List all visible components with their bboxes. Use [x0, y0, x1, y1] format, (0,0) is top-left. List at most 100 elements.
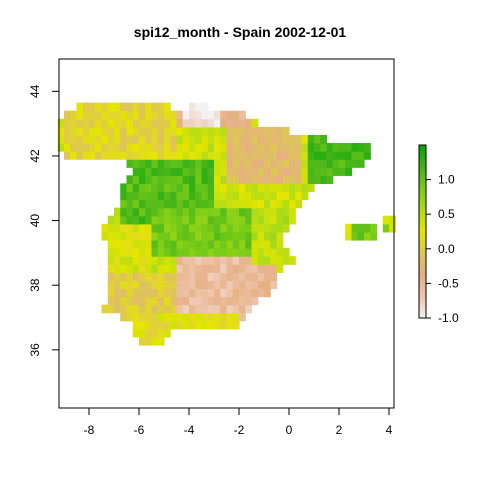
grid-cell: [114, 231, 121, 241]
grid-cell: [170, 239, 178, 249]
grid-cell: [226, 207, 234, 217]
grid-cell: [114, 126, 121, 136]
grid-cell: [276, 167, 284, 176]
grid-cell: [145, 215, 153, 225]
grid-cell: [220, 191, 228, 201]
grid-cell: [132, 207, 140, 217]
grid-cell: [307, 183, 315, 193]
grid-cell: [89, 118, 96, 128]
grid-cell: [164, 239, 171, 249]
grid-cell: [239, 118, 246, 128]
grid-cell: [320, 143, 328, 152]
grid-cell: [151, 320, 159, 330]
grid-cell: [176, 280, 184, 290]
grid-cell: [226, 304, 234, 314]
grid-cell: [207, 280, 215, 290]
grid-cell: [232, 231, 240, 241]
grid-cell: [195, 134, 203, 144]
grid-cell: [82, 151, 90, 160]
grid-cell: [126, 223, 134, 233]
grid-cell: [151, 151, 159, 160]
grid-cell: [307, 167, 315, 176]
grid-cell: [251, 199, 259, 209]
grid-cell: [189, 126, 196, 136]
grid-cell: [176, 272, 184, 281]
grid-cell: [307, 151, 315, 160]
grid-cell: [320, 134, 328, 144]
grid-cell: [232, 143, 240, 152]
grid-cell: [201, 231, 209, 241]
grid-cell: [232, 272, 240, 281]
grid-cell: [82, 134, 90, 144]
grid-cell: [264, 215, 271, 225]
grid-cell: [257, 264, 265, 273]
grid-cell: [201, 264, 209, 273]
y-axis: 36 38 40 42 44: [28, 84, 60, 357]
grid-cell: [232, 167, 240, 176]
grid-cell: [145, 231, 153, 241]
grid-cell: [207, 239, 215, 249]
grid-cell: [282, 183, 290, 193]
grid-cell: [195, 207, 203, 217]
grid-cell: [232, 215, 240, 225]
grid-cell: [145, 143, 153, 152]
grid-cell: [114, 110, 121, 120]
grid-cell: [145, 296, 153, 306]
grid-cell: [276, 175, 284, 185]
grid-cell: [126, 288, 134, 298]
colorbar-segment: [419, 162, 426, 166]
grid-cell: [151, 159, 159, 168]
grid-cell: [189, 110, 196, 120]
grid-cell: [270, 223, 278, 233]
grid-cell: [295, 191, 303, 201]
grid-cell: [326, 167, 334, 176]
grid-cell: [270, 199, 278, 209]
grid-cell: [182, 272, 190, 281]
grid-cell: [189, 264, 196, 273]
grid-cell: [157, 167, 165, 176]
grid-cell: [89, 102, 96, 112]
grid-cell: [276, 248, 284, 257]
colorbar-segment: [419, 176, 426, 180]
grid-cell: [251, 134, 259, 144]
grid-cell: [251, 183, 259, 193]
grid-cell: [214, 320, 221, 330]
grid-cell: [182, 167, 190, 176]
grid-cell: [214, 167, 221, 176]
grid-cell: [189, 151, 196, 160]
grid-cell: [182, 118, 190, 128]
grid-cell: [201, 175, 209, 185]
grid-cell: [232, 199, 240, 209]
grid-cell: [76, 134, 84, 144]
grid-cell: [151, 336, 159, 346]
grid-cell: [307, 143, 315, 152]
colorbar-segment: [419, 199, 426, 204]
colorbar-segment: [419, 188, 426, 192]
grid-cell: [282, 199, 290, 209]
grid-cell: [164, 207, 171, 217]
grid-cell: [214, 126, 221, 136]
grid-cell: [195, 223, 203, 233]
colorbar-segment: [419, 170, 426, 175]
colorbar-segment: [419, 196, 426, 201]
grid-cell: [251, 118, 259, 128]
grid-cell: [207, 126, 215, 136]
grid-cell: [232, 110, 240, 120]
grid-cell: [332, 167, 340, 176]
grid-cell: [114, 207, 121, 217]
grid-cell: [132, 223, 140, 233]
x-tick-label: -4: [184, 423, 195, 437]
grid-cell: [195, 272, 203, 281]
grid-cell: [226, 272, 234, 281]
grid-cell: [295, 199, 303, 209]
grid-cell: [170, 110, 178, 120]
grid-cell: [139, 304, 146, 314]
colorbar-segment: [419, 145, 426, 149]
grid-cell: [139, 143, 146, 152]
grid-cell: [245, 248, 253, 257]
grid-cell: [257, 256, 265, 265]
grid-cell: [139, 134, 146, 144]
grid-cell: [107, 239, 115, 249]
grid-cell: [251, 248, 259, 257]
grid-cell: [264, 199, 271, 209]
